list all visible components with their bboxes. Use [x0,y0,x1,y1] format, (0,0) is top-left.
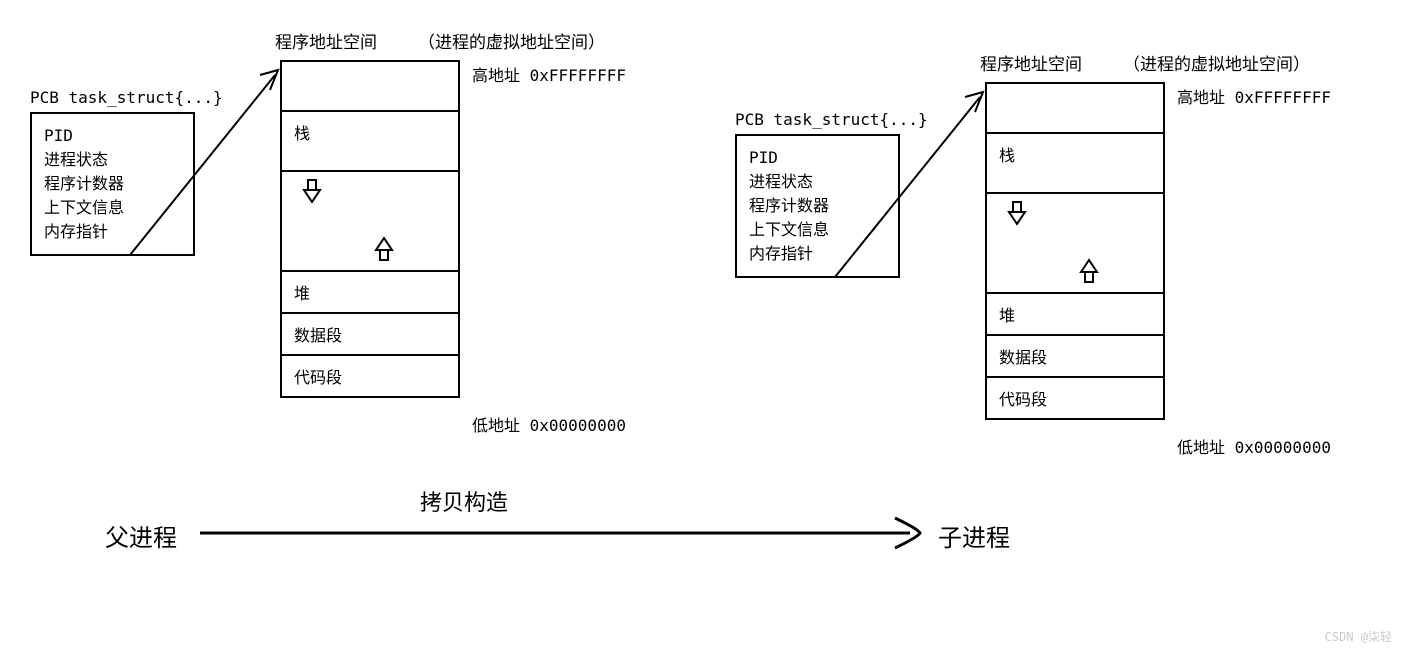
mem-segment-data: 数据段 [282,314,458,356]
mem-segment-heap: 堆 [282,272,458,314]
up-arrow-icon [372,236,396,266]
title-text-1: 程序地址空间 [275,33,377,53]
child-process-label: 子进程 [938,518,1010,553]
mem-segment-code: 代码段 [987,378,1163,418]
addr-low-label: 低地址 0x00000000 [472,412,626,436]
mem-segment-stack: 栈 [282,112,458,172]
title-text-2: （进程的虚拟地址空间） [418,33,605,53]
memory-layout: 栈 堆 数据段 代码段 [280,60,460,398]
title-address-space: 程序地址空间 （进程的虚拟地址空间） [275,28,605,53]
pointer-arrow [120,60,300,270]
title-text-2: （进程的虚拟地址空间） [1123,55,1310,75]
mem-segment-data: 数据段 [987,336,1163,378]
addr-low-label: 低地址 0x00000000 [1177,434,1331,458]
mem-segment-code: 代码段 [282,356,458,396]
copy-arrow [200,515,940,555]
watermark-text: CSDN @柒轻 [1325,628,1392,645]
memory-layout: 栈 堆 数据段 代码段 [985,82,1165,420]
mem-segment-reserved [282,62,458,112]
up-arrow-icon [1077,258,1101,288]
mem-segment-stack: 栈 [987,134,1163,194]
down-arrow-icon [1005,200,1029,230]
title-address-space: 程序地址空间 （进程的虚拟地址空间） [980,50,1310,75]
parent-process-label: 父进程 [105,518,177,553]
title-text-1: 程序地址空间 [980,55,1082,75]
copy-construct-label: 拷贝构造 [420,485,508,517]
pointer-arrow [825,82,1005,292]
down-arrow-icon [300,178,324,208]
addr-high-label: 高地址 0xFFFFFFFF [472,62,626,86]
mem-segment-reserved [987,84,1163,134]
mem-segment-heap: 堆 [987,294,1163,336]
mem-segment-gap [987,194,1163,294]
addr-high-label: 高地址 0xFFFFFFFF [1177,84,1331,108]
mem-segment-gap [282,172,458,272]
